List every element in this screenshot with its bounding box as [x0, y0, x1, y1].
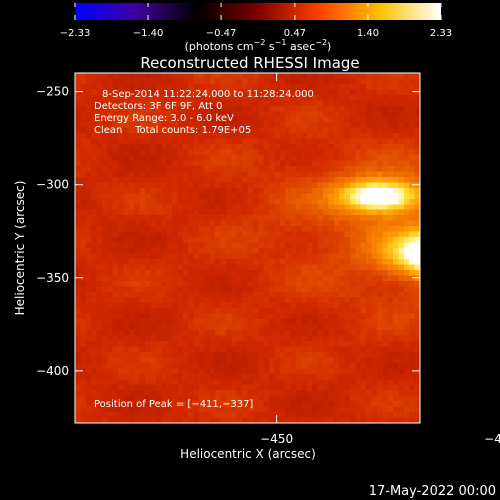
plot-frame	[74, 72, 421, 424]
heatmap-pixels	[75, 73, 420, 423]
y-tick-label: −300	[36, 178, 69, 192]
axis-ticks: −450−400−350−250−300−350−400	[36, 73, 500, 446]
peak-position-label: Position of Peak = [−411,−337]	[94, 399, 253, 410]
heatmap-image	[75, 73, 420, 423]
chart-title: Reconstructed RHESSI Image	[140, 54, 359, 72]
y-tick-label: −350	[36, 271, 69, 285]
colorbar-tick-label: −2.33	[60, 28, 91, 39]
x-axis-label: Heliocentric X (arcsec)	[180, 447, 316, 461]
colorbar-unit-label: (photons cm−2 s−1 asec−2)	[185, 38, 332, 53]
x-tick-label: −450	[260, 432, 293, 446]
colorbar-tick-label: −0.47	[206, 28, 237, 39]
footer-date: 17-May-2022 00:00	[369, 484, 496, 499]
colorbar-tick-label: −1.40	[133, 28, 164, 39]
info-line: Detectors: 3F 6F 9F, Att 0	[94, 101, 222, 112]
y-tick-label: −250	[36, 85, 69, 99]
info-line: Clean Total counts: 1.79E+05	[94, 125, 251, 136]
info-line: Energy Range: 3.0 - 6.0 keV	[94, 113, 234, 124]
info-line: 8-Sep-2014 11:22:24.000 to 11:28:24.000	[102, 89, 314, 100]
colorbar-tick-label: 1.40	[357, 28, 379, 39]
colorbar	[75, 3, 441, 20]
colorbar-ticks: −2.33 −1.40 −0.47 0.47 1.40 2.33	[60, 3, 452, 39]
y-axis-label: Heliocentric Y (arcsec)	[13, 181, 27, 316]
colorbar-tick-label: 0.47	[284, 28, 306, 39]
info-text: 8-Sep-2014 11:22:24.000 to 11:28:24.000 …	[94, 89, 314, 136]
x-tick-label: −400	[484, 432, 500, 446]
y-tick-label: −400	[36, 364, 69, 378]
colorbar-tick-label: 2.33	[430, 28, 452, 39]
